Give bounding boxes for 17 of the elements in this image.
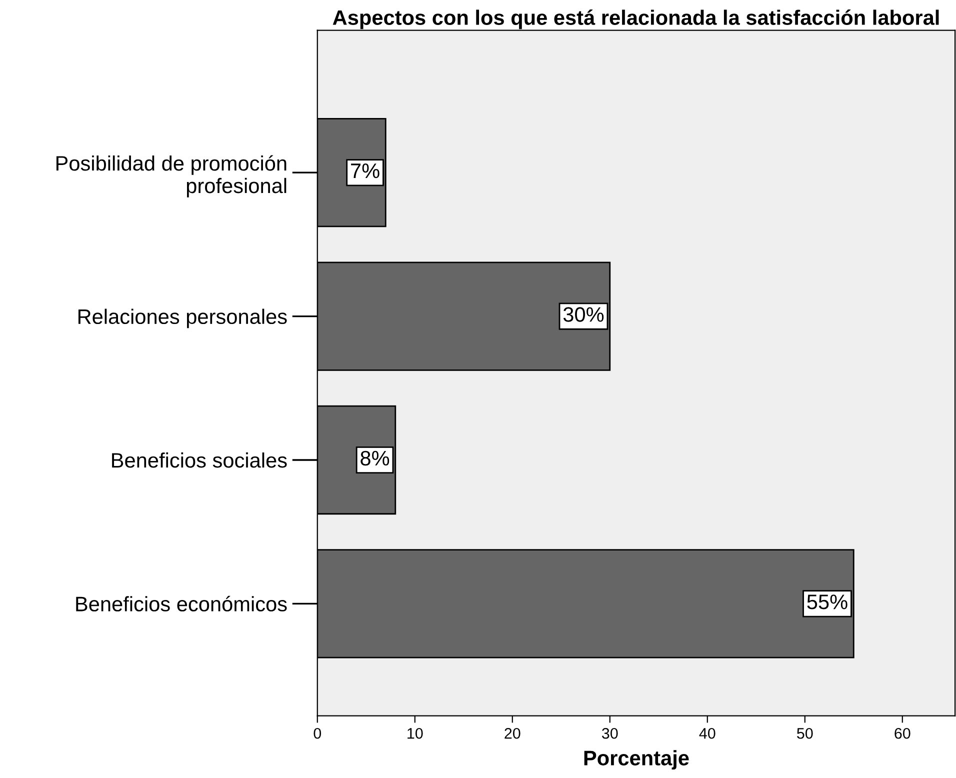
chart-title: Aspectos con los que está relacionada la satisfacción laboral [332, 10, 939, 30]
data-label: 7% [351, 164, 380, 178]
x-axis-title: Porcentaje [584, 750, 689, 770]
y-tick-label: Relaciones personales [78, 308, 287, 328]
x-tick-label: 40 [699, 728, 716, 739]
y-tick-label: Beneficios económicos [76, 596, 287, 612]
x-tick-label: 50 [797, 728, 813, 739]
x-tick-label: 60 [894, 728, 910, 739]
x-tick-label: 20 [504, 728, 520, 739]
x-tick-label: 10 [408, 728, 423, 739]
y-tick-label: Posibilidad de promoción profesional [56, 155, 286, 198]
data-label: 55% [807, 594, 848, 610]
y-tick-label: Beneficios sociales [112, 452, 287, 468]
x-tick-label: 0 [314, 728, 322, 739]
data-label: 30% [563, 307, 604, 322]
x-tick-label: 30 [602, 728, 618, 739]
data-label: 8% [360, 450, 390, 466]
